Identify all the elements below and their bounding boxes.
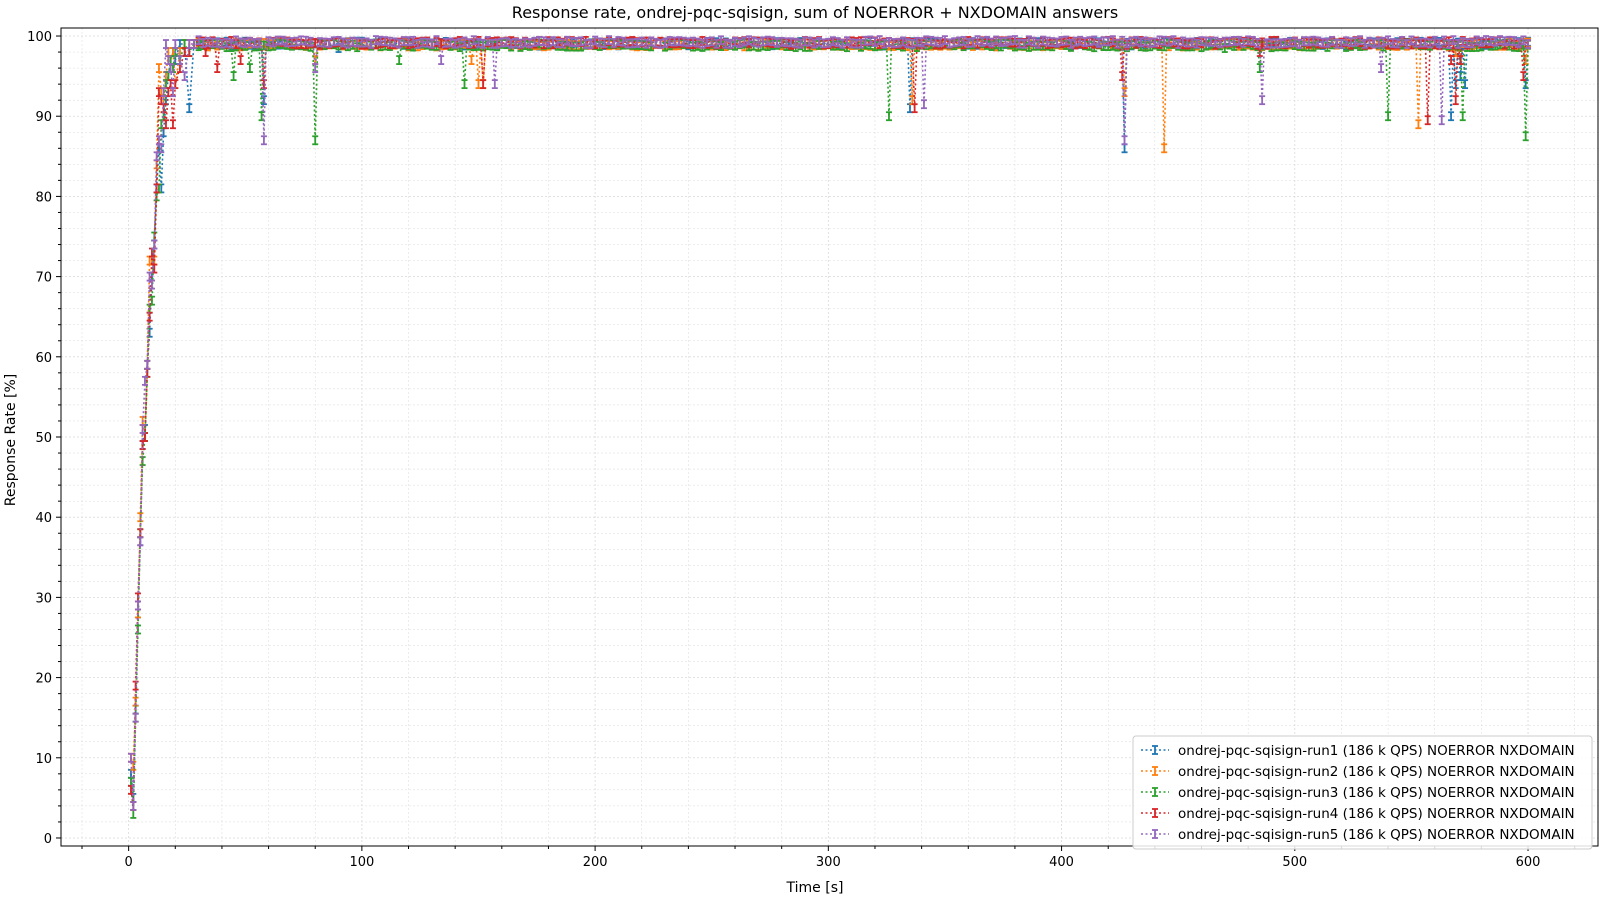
chart-title: Response rate, ondrej-pqc-sqisign, sum o…: [512, 3, 1118, 22]
y-tick-label: 100: [27, 30, 52, 45]
x-tick-label: 100: [349, 855, 374, 870]
series-line: [130, 40, 1529, 767]
series-1: [127, 36, 1532, 803]
series-4: [127, 35, 1532, 811]
legend-label: ondrej-pqc-sqisign-run5 (186 k QPS) NOER…: [1178, 827, 1575, 843]
plot-series: [127, 35, 1532, 819]
legend-label: ondrej-pqc-sqisign-run2 (186 k QPS) NOER…: [1178, 764, 1575, 780]
legend-label: ondrej-pqc-sqisign-run3 (186 k QPS) NOER…: [1178, 785, 1575, 801]
y-tick-label: 70: [35, 271, 52, 286]
x-tick-label: 500: [1282, 855, 1307, 870]
legend-box: [1132, 735, 1593, 850]
x-tick-label: 600: [1516, 855, 1541, 870]
x-tick-label: 0: [124, 855, 132, 870]
y-tick-label: 50: [35, 431, 52, 446]
legend-label: ondrej-pqc-sqisign-run1 (186 k QPS) NOER…: [1178, 743, 1575, 759]
x-tick-label: 400: [1049, 855, 1074, 870]
series-3: [127, 38, 1532, 819]
y-tick-label: 0: [44, 832, 52, 847]
y-tick-label: 20: [35, 672, 52, 687]
series-5: [127, 35, 1532, 811]
y-tick-label: 10: [35, 752, 52, 767]
series-line: [130, 40, 1529, 798]
y-tick-label: 30: [35, 591, 52, 606]
y-tick-label: 90: [35, 110, 52, 125]
axis-ticks: 0 100 200 300 400 500 600 0 10 20 30 40 50 60 70 80 90 10…: [27, 30, 1576, 870]
x-tick-label: 300: [816, 855, 841, 870]
y-axis-title: Response Rate [%]: [3, 374, 19, 506]
series-line: [130, 41, 1529, 814]
y-tick-label: 60: [35, 351, 52, 366]
y-tick-label: 80: [35, 190, 52, 205]
legend: ondrej-pqc-sqisign-run1 (186 k QPS) NOER…: [1132, 735, 1593, 850]
legend-label: ondrej-pqc-sqisign-run4 (186 k QPS) NOER…: [1178, 806, 1575, 822]
series-line: [130, 37, 1529, 806]
y-tick-label: 40: [35, 511, 52, 526]
x-tick-label: 200: [583, 855, 608, 870]
x-axis-title: Time [s]: [786, 880, 844, 896]
gridlines: [61, 28, 1598, 846]
series-line: [130, 39, 1529, 807]
